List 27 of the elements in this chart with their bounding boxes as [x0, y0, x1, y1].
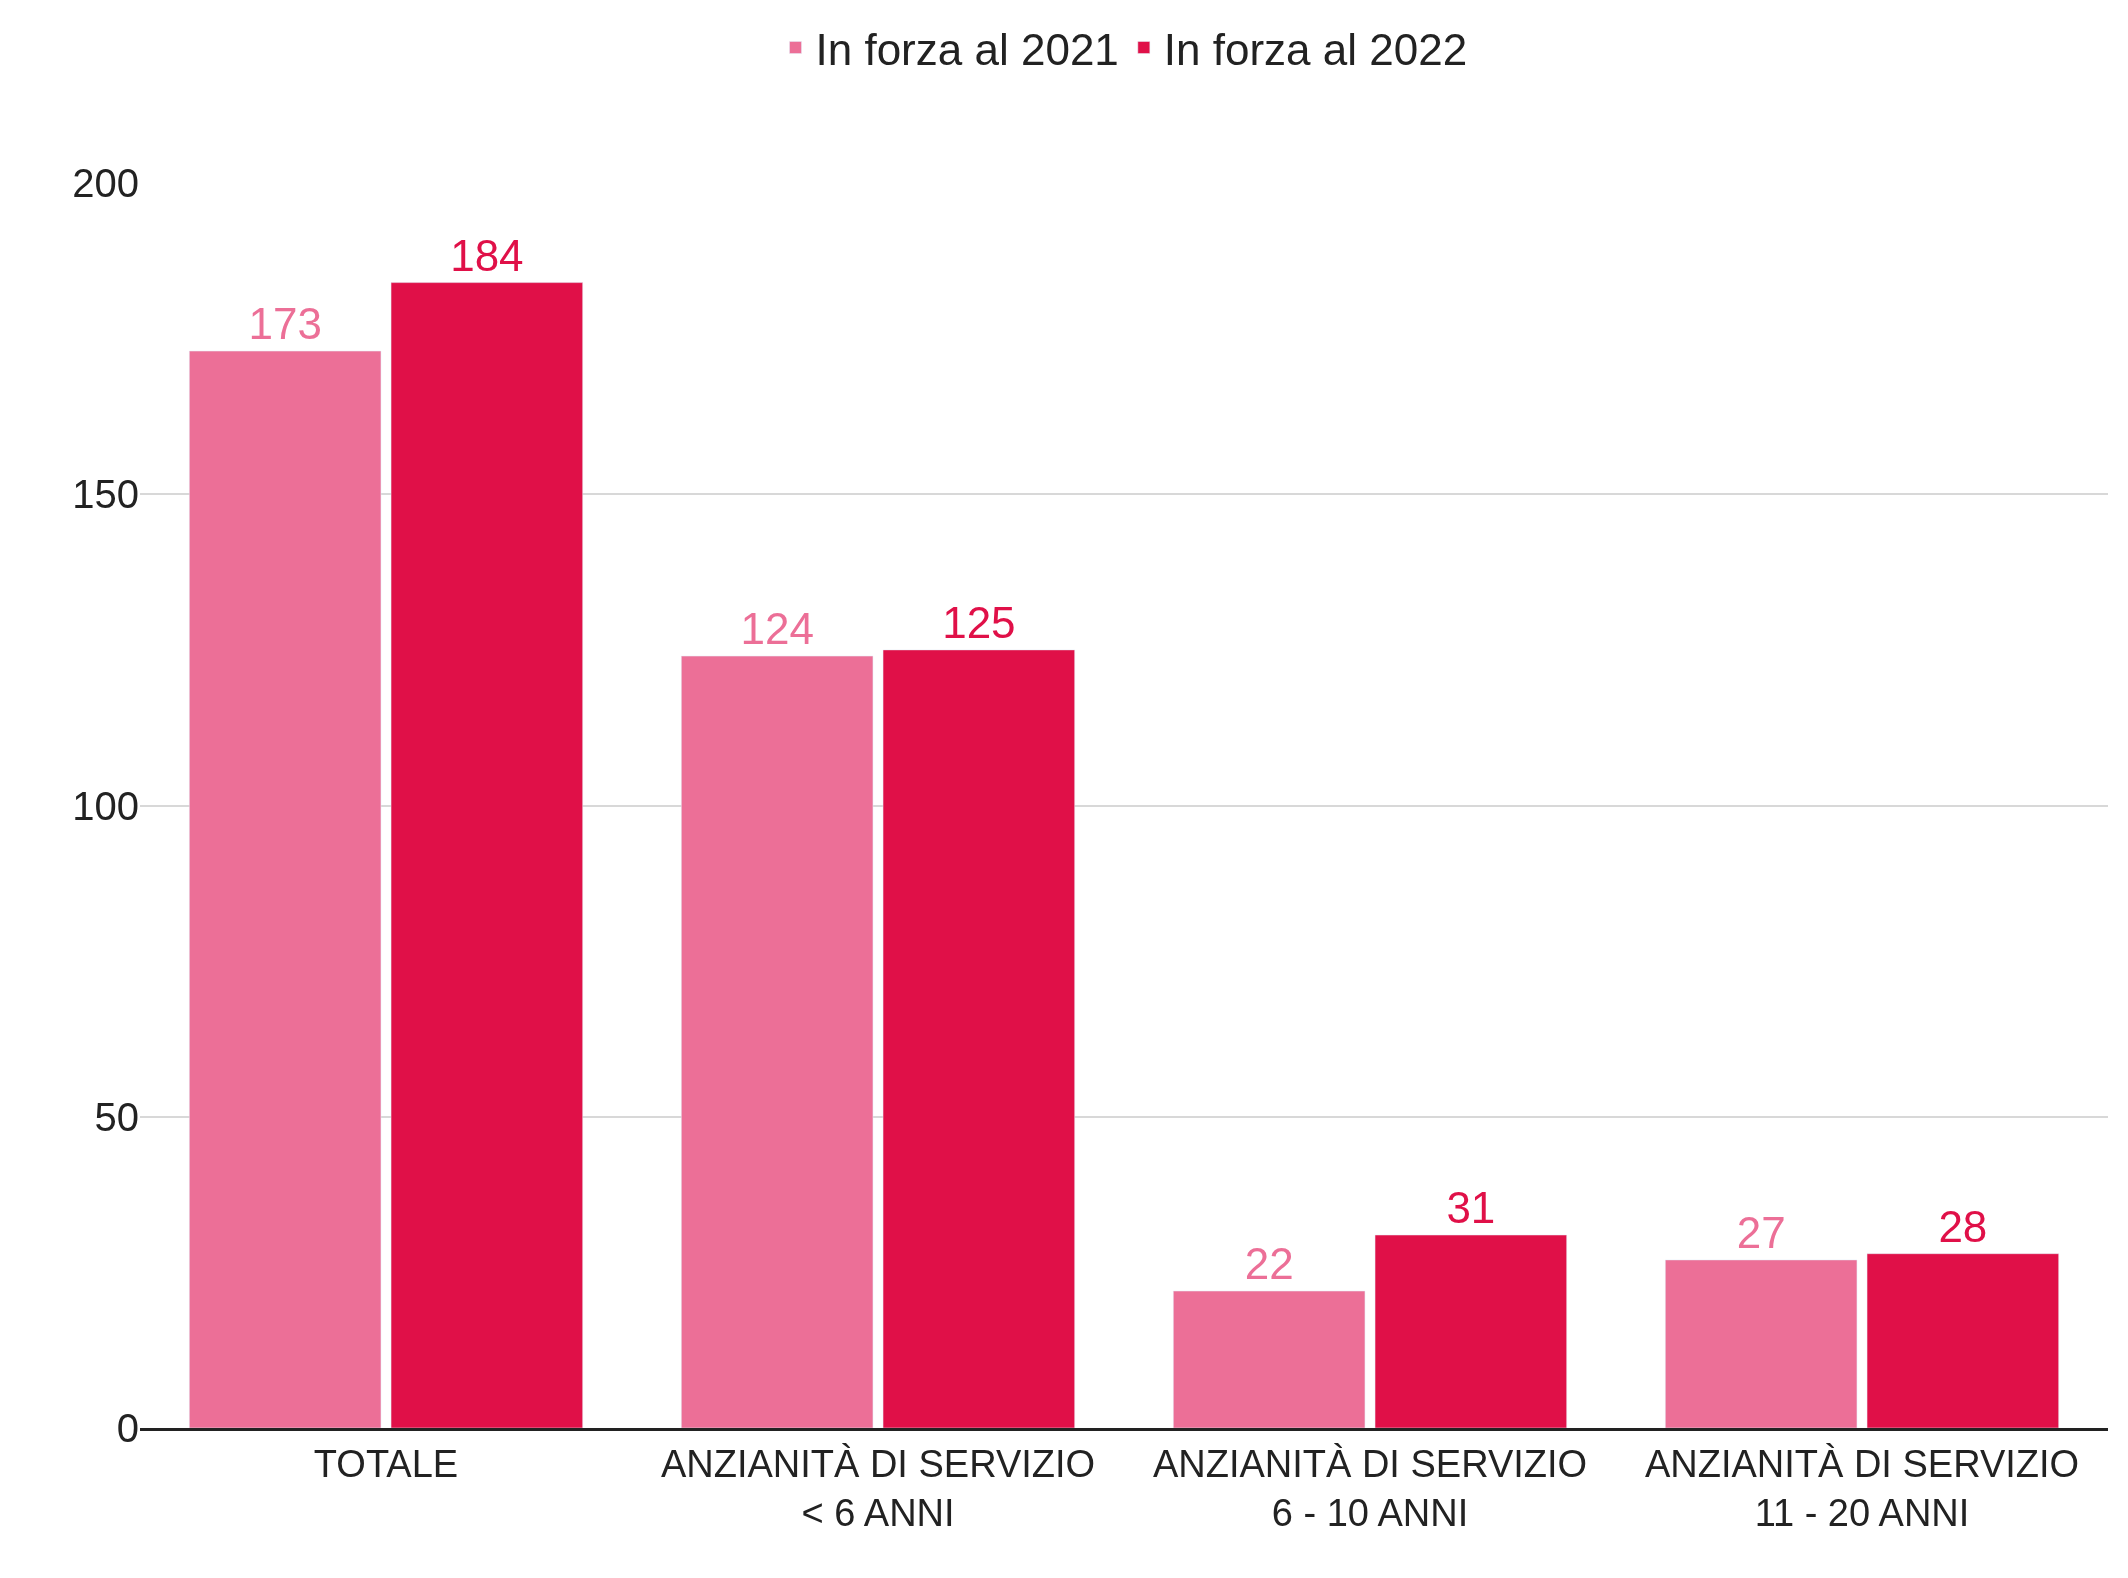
data-label: 28 [1938, 1201, 1988, 1251]
x-tick-label: ANZIANITÀ DI SERVIZIO 6 - 10 ANNI [1152, 1442, 1588, 1534]
bar [1173, 1290, 1366, 1428]
legend-label: In forza al 2022 [1163, 24, 1468, 74]
data-label: 125 [942, 597, 1016, 647]
y-tick-label: 200 [72, 161, 139, 205]
y-tick-label: 150 [72, 472, 139, 517]
data-label: 31 [1446, 1183, 1496, 1233]
data-label: 184 [450, 230, 524, 280]
bar [1374, 1234, 1567, 1428]
bar [1866, 1253, 2059, 1428]
data-label: 27 [1736, 1207, 1786, 1257]
y-tick-label: 0 [116, 1406, 139, 1450]
y-tick-label: 50 [94, 1094, 139, 1139]
bar [882, 649, 1075, 1428]
data-label: 124 [740, 604, 814, 654]
x-tick-label: TOTALE [313, 1442, 459, 1485]
data-label: 173 [248, 299, 322, 349]
data-label: 22 [1244, 1239, 1294, 1289]
x-tick-label: ANZIANITÀ DI SERVIZIO 11 - 20 ANNI [1644, 1442, 2080, 1534]
y-tick-label: 100 [72, 783, 139, 828]
bar [1665, 1259, 1858, 1428]
bar [390, 282, 583, 1428]
x-tick-label: ANZIANITÀ DI SERVIZIO < 6 ANNI [660, 1442, 1096, 1534]
bar [189, 350, 382, 1428]
bar [681, 655, 874, 1428]
legend-label: In forza al 2021 [815, 24, 1119, 74]
